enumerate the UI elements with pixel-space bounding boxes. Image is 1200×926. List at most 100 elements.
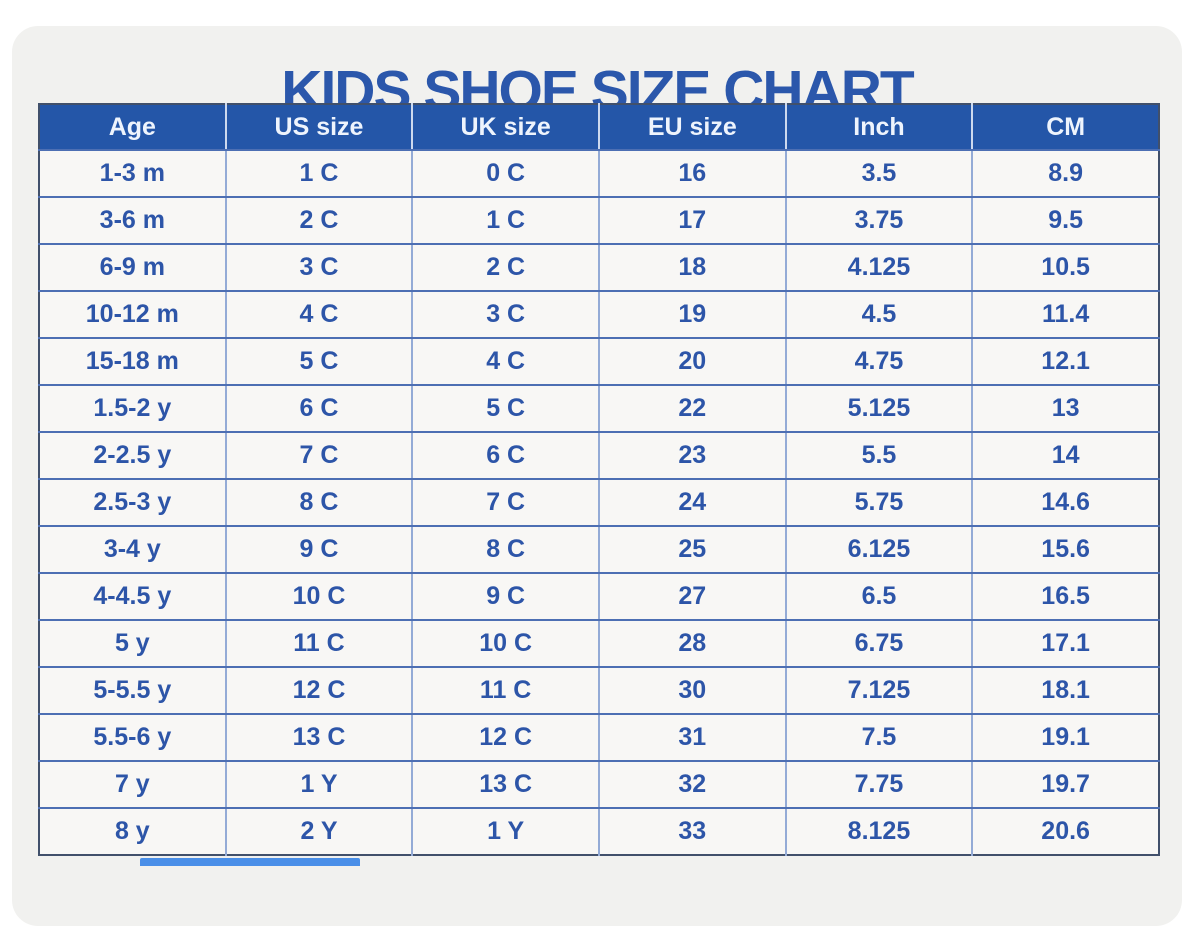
table-cell: 16	[598, 150, 787, 198]
table-cell: 9.5	[972, 197, 1159, 245]
table-row: 5-5.5 y 12 C 11 C 30 7.125 18.1	[39, 667, 1159, 715]
table-cell: 14.6	[972, 479, 1159, 527]
column-header: EU size	[598, 104, 787, 151]
table-cell: 6.75	[785, 620, 974, 668]
table-cell: 3.75	[785, 197, 974, 245]
table-cell: 10 C	[412, 620, 600, 668]
table-cell: 20.6	[972, 808, 1159, 855]
table-cell: 12 C	[412, 714, 600, 762]
table-cell: 7 C	[225, 432, 414, 480]
table-cell: 6-9 m	[39, 244, 227, 292]
table-cell: 5 y	[39, 620, 227, 668]
table-cell: 11 C	[412, 667, 600, 715]
table-row: 5 y 11 C 10 C 28 6.75 17.1	[39, 620, 1159, 668]
table-cell: 30	[598, 667, 787, 715]
table-cell: 12.1	[972, 338, 1159, 386]
table-cell: 33	[598, 808, 787, 855]
table-cell: 3-4 y	[39, 526, 227, 574]
table-cell: 3.5	[785, 150, 974, 198]
table-cell: 10 C	[225, 573, 414, 621]
table-cell: 7 C	[412, 479, 600, 527]
column-header: CM	[972, 104, 1159, 151]
table-cell: 0 C	[412, 150, 600, 198]
table-cell: 32	[598, 761, 787, 809]
table-cell: 2 Y	[225, 808, 414, 855]
table-cell: 4.75	[785, 338, 974, 386]
table-cell: 8 C	[225, 479, 414, 527]
table-cell: 15.6	[972, 526, 1159, 574]
table-cell: 10.5	[972, 244, 1159, 292]
table-cell: 16.5	[972, 573, 1159, 621]
table-cell: 18	[598, 244, 787, 292]
table-cell: 19.1	[972, 714, 1159, 762]
table-cell: 8.125	[785, 808, 974, 855]
table-cell: 15-18 m	[39, 338, 227, 386]
table-cell: 4.5	[785, 291, 974, 339]
table-cell: 6.125	[785, 526, 974, 574]
table-cell: 1 C	[412, 197, 600, 245]
table-cell: 2-2.5 y	[39, 432, 227, 480]
table-row: 5.5-6 y 13 C 12 C 31 7.5 19.1	[39, 714, 1159, 762]
table-cell: 13	[972, 385, 1159, 433]
table-cell: 8 C	[412, 526, 600, 574]
table-cell: 13 C	[412, 761, 600, 809]
table-cell: 28	[598, 620, 787, 668]
table-cell: 5.125	[785, 385, 974, 433]
table-cell: 19.7	[972, 761, 1159, 809]
table-header-row: Age US size UK size EU size Inch CM	[39, 104, 1159, 151]
table-cell: 14	[972, 432, 1159, 480]
table-cell: 23	[598, 432, 787, 480]
table-cell: 5-5.5 y	[39, 667, 227, 715]
column-header: Inch	[785, 104, 974, 151]
partial-next-row	[140, 858, 360, 866]
table-cell: 1 Y	[225, 761, 414, 809]
table-cell: 25	[598, 526, 787, 574]
table-cell: 1 Y	[412, 808, 600, 855]
table-cell: 4 C	[225, 291, 414, 339]
table-cell: 6 C	[225, 385, 414, 433]
table-cell: 12 C	[225, 667, 414, 715]
table-cell: 8.9	[972, 150, 1159, 198]
table-cell: 1.5-2 y	[39, 385, 227, 433]
table-cell: 4 C	[412, 338, 600, 386]
table-cell: 6 C	[412, 432, 600, 480]
table-cell: 11.4	[972, 291, 1159, 339]
table-cell: 10-12 m	[39, 291, 227, 339]
table-cell: 3 C	[412, 291, 600, 339]
column-header: Age	[39, 104, 227, 151]
table-cell: 13 C	[225, 714, 414, 762]
column-header: UK size	[412, 104, 600, 151]
table-cell: 27	[598, 573, 787, 621]
table-cell: 5 C	[225, 338, 414, 386]
table-cell: 7.125	[785, 667, 974, 715]
table-cell: 3-6 m	[39, 197, 227, 245]
table-header: Age US size UK size EU size Inch CM	[39, 104, 1159, 151]
table-cell: 17.1	[972, 620, 1159, 668]
table-cell: 24	[598, 479, 787, 527]
table-cell: 5.75	[785, 479, 974, 527]
table-cell: 31	[598, 714, 787, 762]
table-cell: 3 C	[225, 244, 414, 292]
table-cell: 5.5	[785, 432, 974, 480]
table-cell: 8 y	[39, 808, 227, 855]
table-cell: 7 y	[39, 761, 227, 809]
table-cell: 6.5	[785, 573, 974, 621]
table-cell: 2.5-3 y	[39, 479, 227, 527]
table-cell: 9 C	[412, 573, 600, 621]
table-cell: 2 C	[225, 197, 414, 245]
table-cell: 19	[598, 291, 787, 339]
table-cell: 5 C	[412, 385, 600, 433]
table-cell: 7.5	[785, 714, 974, 762]
